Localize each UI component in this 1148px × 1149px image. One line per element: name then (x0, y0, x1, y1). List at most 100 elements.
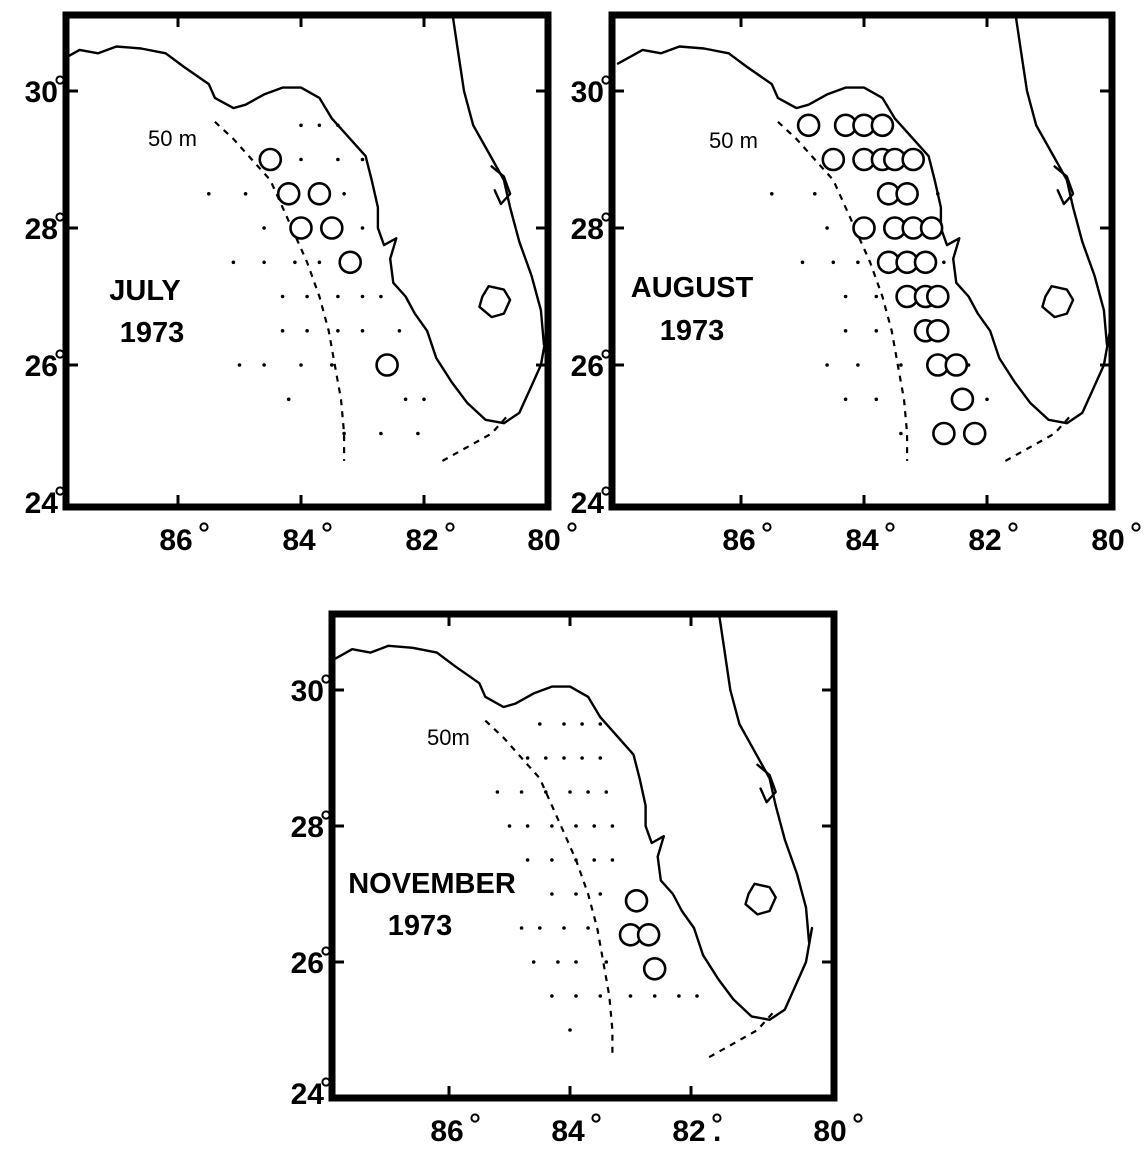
sampling-station (360, 329, 365, 333)
sampling-station (592, 824, 596, 828)
sampling-station (677, 994, 681, 998)
sampling-station (397, 329, 402, 333)
sampling-station (538, 926, 542, 930)
sampling-station (525, 858, 530, 862)
sampling-station (207, 192, 211, 196)
sampling-station (525, 756, 530, 760)
sampling-station (568, 790, 572, 794)
sampling-station (336, 123, 340, 128)
sampling-station (604, 960, 609, 964)
sampling-station (562, 756, 566, 760)
sampling-station (495, 790, 500, 794)
occurrence-circle (258, 147, 283, 172)
occurrence-circle (962, 421, 987, 446)
longitude-label: 82 (968, 524, 1001, 557)
sampling-station (874, 329, 879, 333)
sampling-station (544, 790, 548, 794)
panel-month-title: AUGUST (631, 272, 754, 304)
sampling-station (299, 123, 303, 128)
gulf-coastline (66, 45, 548, 425)
panel-year: 1973 (660, 315, 725, 347)
latitude-label: 30 (25, 76, 58, 109)
map-frame (608, 11, 1116, 511)
latitude-label: 28 (25, 213, 58, 246)
sampling-station (550, 858, 554, 862)
degree-mark (885, 522, 895, 532)
occurrence-circle (642, 956, 667, 981)
degree-mark (321, 810, 331, 820)
sampling-station (856, 260, 860, 265)
lake-okeechobee (478, 285, 512, 319)
longitude-label: 82 (405, 524, 438, 557)
sampling-station (317, 123, 322, 128)
sampling-station (580, 722, 584, 726)
sampling-station (942, 260, 946, 265)
sampling-station (574, 994, 578, 998)
gulf-coastline (616, 45, 1112, 425)
sampling-station (604, 790, 609, 794)
longitude-label: 84 (282, 524, 316, 557)
sampling-station (403, 397, 408, 402)
contour-label-50m: 50 m (709, 128, 758, 153)
degree-mark (567, 522, 577, 532)
sampling-station (825, 363, 829, 367)
sampling-station (813, 192, 817, 196)
contour-label-50m: 50 m (148, 126, 197, 151)
degree-mark (601, 486, 611, 496)
panel-year: 1973 (388, 910, 453, 942)
degree-mark (853, 1113, 863, 1123)
sampling-station (770, 192, 774, 196)
depth-contour-50m (777, 120, 909, 461)
occurrence-circle (925, 318, 950, 343)
panel-month-title: JULY (109, 275, 180, 307)
longitude-suffix: . (713, 1115, 721, 1148)
degree-mark (55, 212, 65, 222)
sampling-station (598, 994, 603, 998)
sampling-station (422, 397, 426, 402)
occurrence-circle (289, 216, 313, 240)
sampling-station (899, 363, 903, 367)
sampling-station (562, 722, 566, 726)
atlantic-coastline (451, 15, 546, 346)
sampling-station (574, 858, 578, 862)
keys-contour (441, 412, 511, 462)
latitude-label: 24 (571, 487, 605, 520)
occurrence-circle (944, 353, 969, 377)
longitude-label: 86 (159, 524, 192, 557)
latitude-label: 26 (571, 350, 604, 383)
sampling-station (342, 431, 346, 436)
degree-mark (601, 212, 611, 222)
sampling-station (237, 363, 242, 367)
latitude-label: 28 (571, 213, 604, 246)
degree-mark (55, 349, 65, 359)
sampling-station (550, 824, 554, 828)
sampling-station (985, 397, 989, 402)
panel-year: 1973 (120, 317, 185, 349)
sampling-station (336, 294, 340, 299)
map-content (66, 15, 548, 462)
longitude-label: 82 (672, 1115, 705, 1148)
sampling-station (379, 431, 383, 436)
sampling-station (336, 329, 340, 333)
map-panel-november: 30 28 26 24 86 84 82. 80 NOVEMBER 1973 50m (291, 610, 863, 1148)
occurrence-circle (913, 250, 938, 275)
occurrence-circle (375, 353, 399, 377)
sampling-station (262, 260, 266, 265)
sampling-station (280, 329, 285, 333)
latitude-label: 30 (291, 675, 324, 708)
sampling-station (243, 192, 248, 196)
longitude-label: 84 (845, 524, 879, 557)
sampling-station (360, 157, 365, 162)
occurrence-circle (307, 182, 332, 206)
sampling-station (574, 824, 578, 828)
sampling-station (262, 363, 266, 367)
sampling-station (293, 260, 297, 265)
latitude-label: 30 (571, 76, 604, 109)
degree-mark (321, 946, 331, 956)
degree-mark (55, 486, 65, 496)
sampling-station (574, 960, 578, 964)
longitude-label: 80 (1091, 524, 1124, 557)
sampling-station (360, 226, 365, 230)
degree-mark (1131, 522, 1141, 532)
degree-mark (445, 522, 455, 532)
